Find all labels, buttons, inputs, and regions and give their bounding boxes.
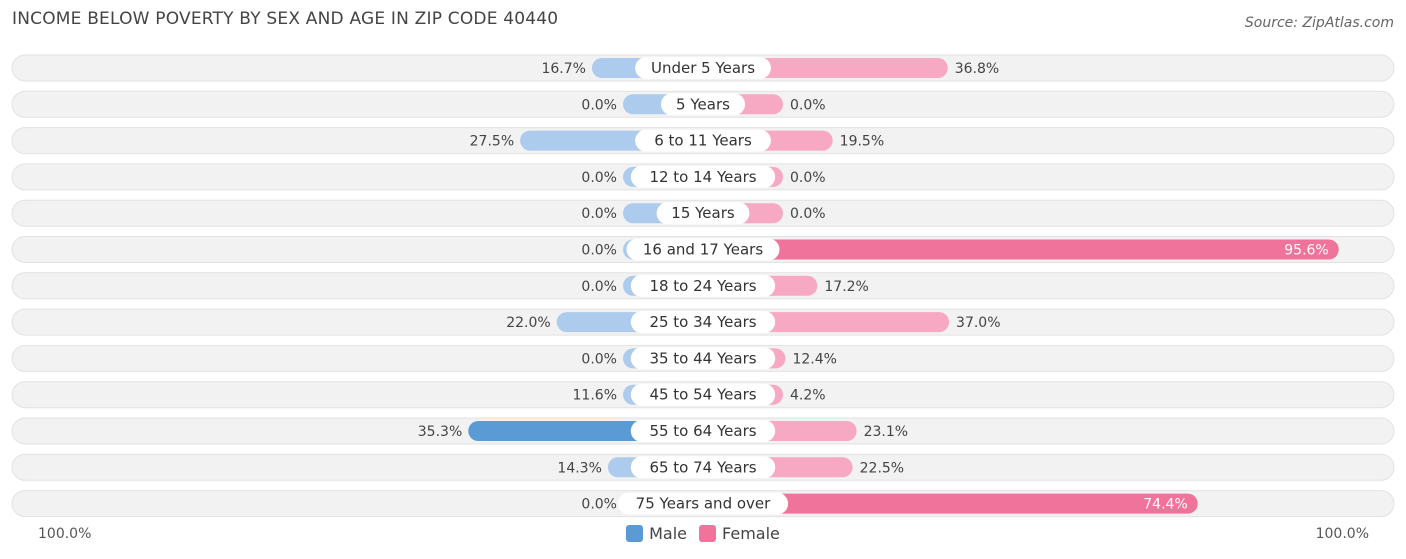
value-label-female: 95.6% [1284,243,1328,259]
category-label-background [630,347,776,370]
category-label-background [630,274,776,297]
value-label-male: 22.0% [506,315,550,331]
source-label: Source: ZipAtlas.com [1244,15,1394,31]
category-label: 16 and 17 Years [643,241,763,259]
value-label-male: 0.0% [581,243,617,259]
value-label-male: 0.0% [581,170,617,186]
category-label-background [635,129,771,152]
value-label-male: 0.0% [581,97,617,113]
category-label: 5 Years [676,95,730,113]
category-label: 18 to 24 Years [649,277,756,295]
value-label-female: 0.0% [790,206,826,222]
category-label: 65 to 74 Years [649,458,756,476]
value-label-female: 19.5% [840,134,884,150]
value-label-female: 22.5% [860,460,904,476]
axis-right-label: 100.0% [1315,526,1369,542]
bar-female [703,493,1198,514]
legend-label-female: Female [722,524,780,543]
category-label: 35 to 44 Years [649,349,756,367]
category-label-background [626,238,780,261]
category-label: 6 to 11 Years [654,132,752,150]
category-label-background [630,456,776,479]
legend-label-male: Male [649,524,688,543]
value-label-male: 0.0% [581,279,617,295]
category-label: 25 to 34 Years [649,313,756,331]
category-label-background [660,93,746,116]
category-label: 55 to 64 Years [649,422,756,440]
axis-left-label: 100.0% [38,526,92,542]
category-label-background [617,492,789,515]
value-label-female: 12.4% [792,351,836,367]
category-label-background [630,383,776,406]
value-label-female: 23.1% [864,424,908,440]
category-label-background [630,311,776,334]
legend-swatch-male [626,525,644,542]
value-label-male: 0.0% [581,497,617,513]
value-label-male: 16.7% [541,61,585,77]
legend: Male Female [0,524,1406,543]
legend-swatch-female [699,525,717,542]
category-label-background [630,420,776,442]
value-label-male: 14.3% [557,460,601,476]
value-label-male: 0.0% [581,206,617,222]
value-label-female: 17.2% [824,279,868,295]
value-label-male: 27.5% [470,134,514,150]
value-label-female: 4.2% [790,388,826,404]
category-label: 45 to 54 Years [649,386,756,404]
value-label-male: 35.3% [418,424,462,440]
category-label: Under 5 Years [651,59,755,77]
category-label-background [656,202,750,225]
value-label-female: 37.0% [956,315,1000,331]
value-label-male: 11.6% [573,388,617,404]
chart-area: Under 5 Years 16.7% 36.8% 5 Years 0.0% 0.0% 6 … [11,54,1395,518]
value-label-female: 36.8% [955,61,999,77]
chart-title: INCOME BELOW POVERTY BY SEX AND AGE IN Z… [12,9,559,29]
category-label: 15 Years [671,204,735,222]
bar-female [703,239,1339,260]
value-label-male: 0.0% [581,351,617,367]
category-label-background [630,165,776,188]
value-label-female: 74.4% [1143,497,1187,513]
legend-item-male: Male [626,524,687,543]
legend-item-female: Female [699,524,780,543]
category-label: 12 to 14 Years [649,168,756,186]
value-label-female: 0.0% [790,97,826,113]
category-label: 75 Years and over [636,495,771,513]
value-label-female: 0.0% [790,170,826,186]
category-label-background [635,57,771,79]
